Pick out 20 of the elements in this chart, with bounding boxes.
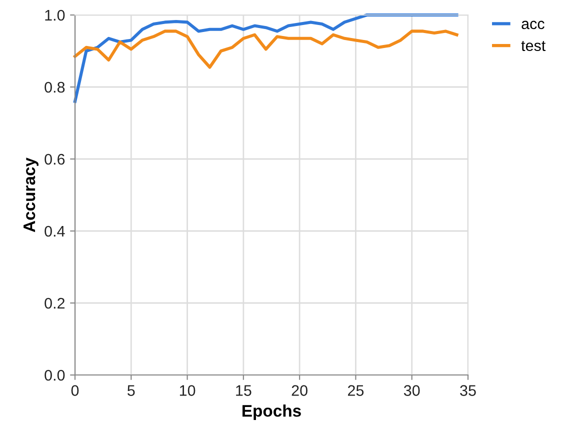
legend-label: test bbox=[521, 41, 546, 52]
line-series bbox=[73, 30, 458, 69]
x-tick-label: 5 bbox=[128, 385, 135, 396]
x-tick-label: 30 bbox=[404, 385, 420, 396]
y-tick-label: 0.2 bbox=[44, 298, 65, 309]
y-tick-label: 0.6 bbox=[44, 154, 65, 165]
line-series bbox=[73, 13, 458, 103]
y-tick-label: 0.8 bbox=[44, 82, 65, 93]
x-tick-label: 35 bbox=[460, 385, 476, 396]
x-tick-label: 15 bbox=[236, 385, 252, 396]
x-tick-label: 10 bbox=[180, 385, 196, 396]
legend-label: acc bbox=[522, 20, 544, 30]
y-axis-title: Accuracy bbox=[24, 158, 38, 232]
x-axis-title: Epochs bbox=[242, 404, 301, 420]
y-tick-label: 0.4 bbox=[44, 226, 65, 237]
y-tick-label: 0.0 bbox=[44, 370, 65, 381]
x-tick-label: 20 bbox=[292, 385, 308, 396]
y-tick-label: 1.0 bbox=[45, 10, 65, 21]
x-tick-label: 0 bbox=[71, 385, 79, 396]
x-tick-label: 25 bbox=[348, 385, 364, 396]
